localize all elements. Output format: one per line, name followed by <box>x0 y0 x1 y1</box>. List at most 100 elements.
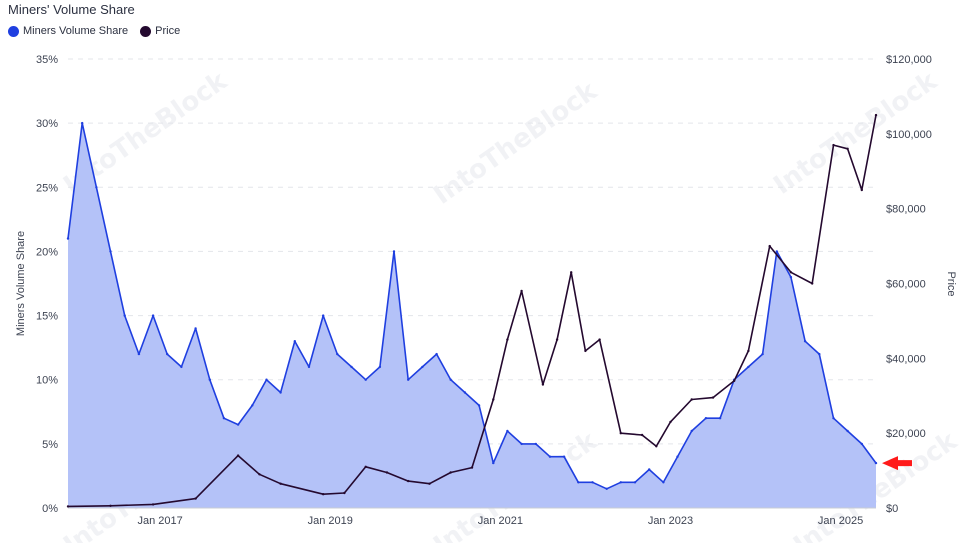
miners-volume-share-point <box>166 352 169 356</box>
legend-label-share: Miners Volume Share <box>23 25 129 37</box>
miners-volume-share-point <box>704 417 708 420</box>
miners-volume-share-point <box>648 468 651 471</box>
price-point <box>690 398 693 401</box>
miners-volume-share-point <box>633 481 637 484</box>
price-point <box>428 482 431 485</box>
y-right-tick-label: $80,000 <box>886 204 926 216</box>
x-tick-label: Jan 2021 <box>478 515 523 527</box>
miners-volume-share-point <box>123 314 126 317</box>
price-point <box>811 282 814 285</box>
price-line <box>67 114 877 508</box>
price-point <box>747 349 750 353</box>
miners-volume-share-point <box>279 391 282 394</box>
price-point <box>470 466 474 469</box>
price-point <box>598 338 601 341</box>
miners-volume-share-point <box>194 327 197 330</box>
miners-volume-share-point <box>775 250 778 253</box>
y-right-tick-label: $0 <box>886 503 898 515</box>
miners-volume-share-point <box>690 429 693 433</box>
price-point <box>860 188 863 192</box>
miners-volume-share-point <box>435 352 438 356</box>
miners-volume-share-point <box>591 481 594 484</box>
price-point <box>874 113 878 117</box>
y-right-tick-label: $100,000 <box>886 129 932 141</box>
miners-volume-share-point <box>307 365 311 369</box>
y-left-tick-label: 10% <box>36 375 58 387</box>
x-tick-label: Jan 2025 <box>818 515 863 527</box>
miners-volume-share-point <box>421 365 424 369</box>
price-point <box>109 504 112 507</box>
y-left-axis-title: Miners Volume Share <box>15 231 27 336</box>
price-point <box>506 338 509 341</box>
x-tick-label: Jan 2023 <box>648 515 693 527</box>
price-point <box>846 147 849 150</box>
price-point <box>279 482 282 485</box>
miners-volume-share-point <box>407 378 410 381</box>
miners-volume-share-point <box>718 417 722 420</box>
y-right-tick-label: $20,000 <box>886 428 926 440</box>
miners-volume-share-point <box>208 378 211 381</box>
miners-volume-share-point <box>619 481 622 484</box>
miners-volume-share-point <box>676 455 679 458</box>
y-right-tick-label: $120,000 <box>886 54 932 66</box>
y-left-tick-label: 30% <box>36 118 58 130</box>
y-left-tick-label: 0% <box>42 503 58 515</box>
y-left-tick-label: 25% <box>36 182 58 194</box>
miners-volume-share-point <box>251 404 254 407</box>
miners-volume-share-point <box>81 121 84 125</box>
legend-item-miners-volume-share[interactable]: Miners Volume Share <box>8 25 128 37</box>
price-point <box>520 289 523 293</box>
miners-volume-share-point <box>336 352 339 356</box>
y-left-tick-label: 20% <box>36 246 58 258</box>
miners-volume-share-point <box>747 365 750 369</box>
price-point <box>194 497 197 500</box>
x-tick-label: Jan 2019 <box>308 515 353 527</box>
price-point <box>555 338 559 341</box>
price-point <box>151 503 155 506</box>
miners-volume-share-point <box>151 314 155 317</box>
miners-volume-share-point <box>293 340 296 343</box>
price-point <box>768 244 771 248</box>
price-point <box>619 432 622 435</box>
miners-volume-share-point <box>66 237 70 240</box>
miners-volume-share-point <box>577 481 580 484</box>
miners-volume-share-point <box>137 352 141 356</box>
price-point <box>343 491 346 495</box>
y-left-tick-label: 15% <box>36 311 58 323</box>
legend-swatch-price <box>140 25 152 37</box>
miners-volume-share-line <box>67 122 877 490</box>
x-tick-label: Jan 2017 <box>138 515 183 527</box>
price-point <box>655 445 658 448</box>
price-point <box>541 383 545 386</box>
chart-title: Miners' Volume Share <box>8 2 135 17</box>
miners-volume-share-point <box>95 186 98 189</box>
red-arrow-annotation <box>882 456 912 471</box>
miners-volume-share-point <box>378 365 382 369</box>
miners-volume-share-point <box>109 250 112 253</box>
price-point <box>236 454 240 457</box>
miners-volume-share-point <box>761 352 764 356</box>
miners-volume-share-point <box>364 378 367 381</box>
price-point <box>711 396 715 399</box>
miners-volume-share-point <box>520 442 523 446</box>
price-point <box>492 398 495 401</box>
miners-volume-share-point <box>463 391 467 394</box>
price-point <box>640 433 644 437</box>
miners-volume-share-point <box>265 378 268 381</box>
miners-volume-share-point <box>492 461 495 465</box>
price-point <box>407 479 410 483</box>
watermark-text: IntoTheBlock <box>428 76 603 211</box>
price-point <box>385 471 389 474</box>
y-left-tick-label: 35% <box>36 54 58 66</box>
miners-volume-share-area <box>68 123 876 508</box>
y-right-axis-title: Price <box>945 271 957 296</box>
miners-volume-share-point <box>449 378 452 381</box>
price-point <box>832 143 835 147</box>
miners-volume-share-point <box>222 417 226 420</box>
miners-volume-share-point <box>180 365 183 369</box>
legend-label-price: Price <box>155 25 181 37</box>
legend-item-price[interactable]: Price <box>140 25 180 37</box>
miners-volume-share-point <box>605 487 608 490</box>
legend: Miners Volume Share Price <box>8 25 180 37</box>
